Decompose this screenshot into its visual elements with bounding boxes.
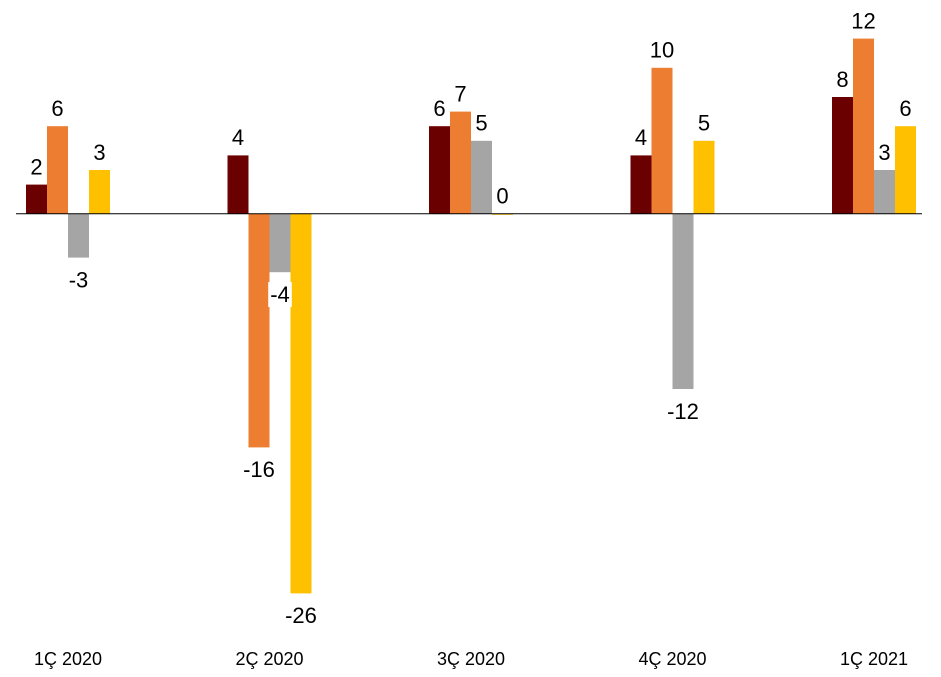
bar: [630, 155, 652, 214]
data-label: 4: [635, 125, 647, 150]
x-tick-label: 2Ç 2020: [235, 649, 303, 669]
data-label: 2: [30, 154, 42, 179]
bar: [89, 170, 110, 214]
data-label: -4: [270, 282, 290, 307]
data-label: -12: [667, 399, 699, 424]
data-label-bg: [241, 457, 277, 483]
x-tick-label: 1Ç 2021: [840, 649, 908, 669]
data-label-bg: [665, 398, 701, 424]
bar: [651, 67, 673, 214]
bar: [248, 213, 270, 448]
data-label-bg: [66, 267, 91, 293]
bar: [874, 170, 895, 214]
bar: [895, 126, 916, 214]
x-tick-label: 1Ç 2020: [34, 649, 102, 669]
data-label: 5: [475, 111, 487, 136]
data-label: 7: [454, 81, 466, 106]
data-label-bg: [268, 282, 292, 308]
bar: [429, 126, 450, 214]
bar: [853, 38, 874, 214]
bar: [832, 97, 853, 214]
data-label: 10: [650, 38, 674, 63]
bar: [47, 126, 68, 214]
data-label: 5: [698, 111, 710, 136]
data-label: 3: [93, 140, 105, 165]
x-tick-label: 3Ç 2020: [437, 649, 505, 669]
data-label: 4: [232, 125, 244, 150]
bar: [693, 140, 715, 214]
x-tick-label: 4Ç 2020: [638, 649, 706, 669]
data-label: 12: [851, 8, 875, 33]
data-label: 3: [878, 140, 890, 165]
bar: [227, 155, 249, 214]
data-label: -3: [69, 267, 89, 292]
data-label: 0: [496, 184, 508, 209]
data-label: -16: [243, 457, 275, 482]
bar: [290, 213, 312, 594]
data-label: -26: [285, 603, 317, 628]
bar: [26, 184, 47, 214]
data-label: 6: [433, 96, 445, 121]
bar: [672, 213, 694, 389]
bar: [269, 213, 291, 273]
bar: [68, 213, 89, 258]
data-label-bg: [283, 603, 319, 629]
data-label: 6: [899, 96, 911, 121]
data-label: 8: [836, 67, 848, 92]
bar: [471, 140, 492, 214]
data-label: 6: [51, 96, 63, 121]
bar: [450, 111, 471, 214]
